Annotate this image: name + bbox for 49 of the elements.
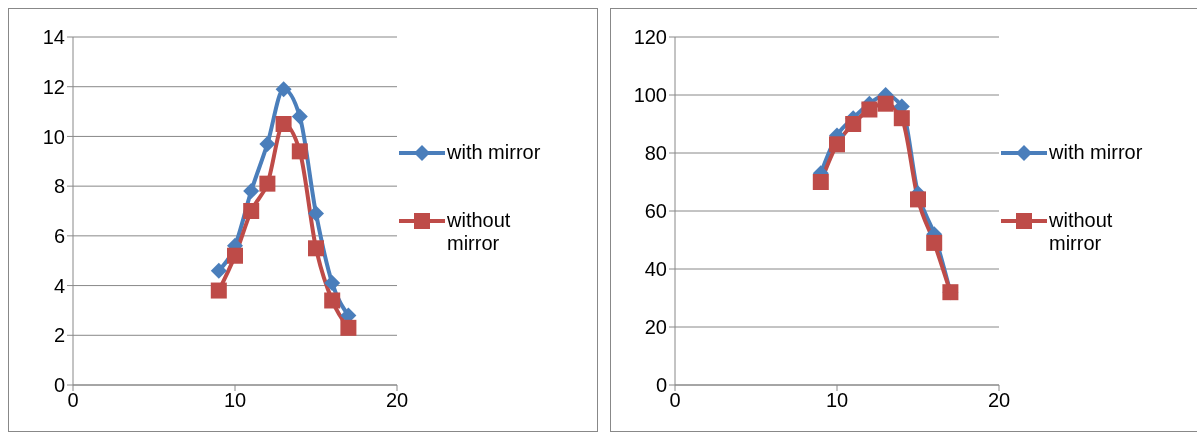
y-tick-label: 10 xyxy=(42,125,65,148)
y-tick-label: 40 xyxy=(644,258,667,281)
x-tick-label: 10 xyxy=(825,389,849,412)
point xyxy=(227,247,243,264)
y-tick-label: 80 xyxy=(644,142,667,165)
legend-label: with mirror xyxy=(1049,141,1144,164)
y-tick-label: 100 xyxy=(633,84,667,107)
x-tick-label: 20 xyxy=(385,389,409,412)
y-tick-label: 20 xyxy=(644,316,667,339)
x-tick-label: 20 xyxy=(987,389,1011,412)
y-tick-label: 60 xyxy=(644,200,667,223)
point xyxy=(275,81,292,98)
point xyxy=(893,110,910,127)
y-tick-label: 6 xyxy=(53,224,65,247)
y-tick-label: 120 xyxy=(633,26,667,49)
point xyxy=(861,101,878,118)
y-tick-label: 12 xyxy=(42,75,65,98)
point xyxy=(308,240,324,257)
point xyxy=(210,262,227,279)
y-tick-label: 8 xyxy=(53,175,65,198)
point xyxy=(910,191,926,208)
point xyxy=(812,174,829,190)
y-tick-label: 0 xyxy=(655,374,667,397)
point xyxy=(243,183,260,200)
point xyxy=(259,175,276,192)
x-tick-label: 10 xyxy=(223,389,247,412)
point xyxy=(243,203,260,219)
point xyxy=(340,319,357,336)
point xyxy=(275,116,292,132)
point xyxy=(829,136,845,153)
legend-label: without mirror xyxy=(1049,209,1114,255)
point xyxy=(291,143,308,160)
y-tick-label: 2 xyxy=(53,324,65,347)
legend-label: with mirror xyxy=(447,141,542,164)
point xyxy=(259,135,276,152)
y-tick-label: 14 xyxy=(42,26,65,49)
x-tick-label: 0 xyxy=(67,389,79,412)
point xyxy=(926,234,943,251)
point xyxy=(291,108,308,125)
y-tick-label: 4 xyxy=(53,274,65,297)
legend-label: without mirror xyxy=(447,209,512,255)
point xyxy=(210,282,227,299)
point xyxy=(308,205,324,222)
y-tick-label: 0 xyxy=(53,374,65,397)
point xyxy=(324,292,341,309)
point xyxy=(324,275,341,292)
point xyxy=(845,116,862,132)
x-tick-label: 0 xyxy=(669,389,681,412)
point xyxy=(877,95,894,112)
